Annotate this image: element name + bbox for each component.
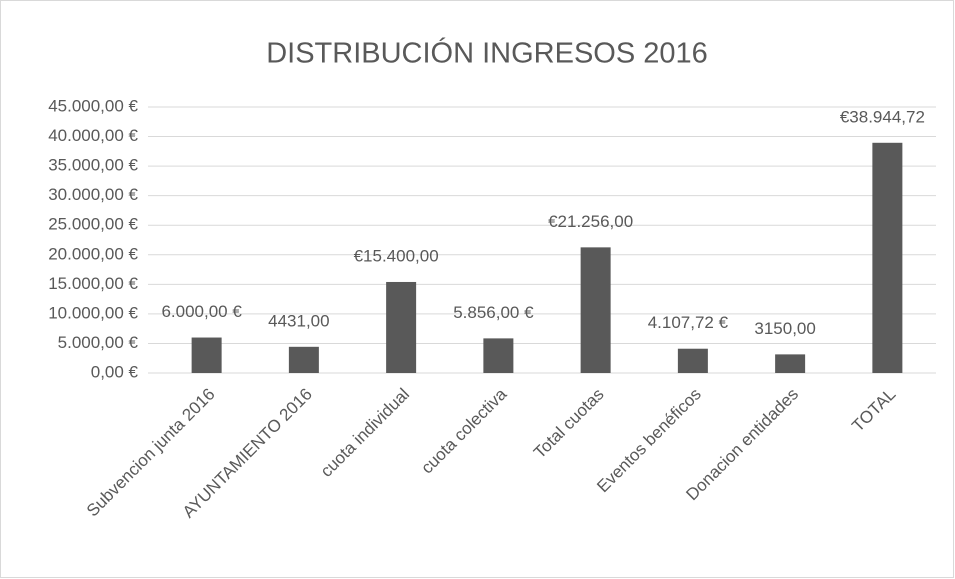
- bar: [775, 354, 806, 373]
- bar: [386, 281, 417, 373]
- y-tick-label: 10.000,00 €: [48, 303, 138, 322]
- bar: [580, 247, 611, 373]
- bar: [677, 348, 708, 373]
- bar: [483, 338, 514, 373]
- y-tick-label: 30.000,00 €: [48, 185, 138, 204]
- value-label: €21.256,00: [548, 212, 633, 231]
- value-label: €15.400,00: [354, 246, 439, 265]
- value-label: 3150,00: [754, 319, 815, 338]
- bar: [191, 337, 222, 373]
- y-tick-label: 45.000,00 €: [48, 96, 138, 115]
- value-label: €38.944,72: [840, 107, 925, 126]
- chart-title: DISTRIBUCIÓN INGRESOS 2016: [266, 37, 708, 70]
- y-tick-label: 0,00 €: [91, 362, 139, 381]
- y-tick-label: 5.000,00 €: [58, 333, 139, 352]
- value-label: 5.856,00 €: [453, 303, 534, 322]
- bar: [872, 142, 903, 373]
- y-tick-label: 20.000,00 €: [48, 244, 138, 263]
- bar: [288, 346, 319, 373]
- y-tick-label: 40.000,00 €: [48, 126, 138, 145]
- value-label: 4431,00: [268, 311, 329, 330]
- value-label: 6.000,00 €: [161, 302, 242, 321]
- y-tick-label: 25.000,00 €: [48, 215, 138, 234]
- value-label: 4.107,72 €: [648, 313, 729, 332]
- y-tick-label: 15.000,00 €: [48, 274, 138, 293]
- y-tick-label: 35.000,00 €: [48, 156, 138, 175]
